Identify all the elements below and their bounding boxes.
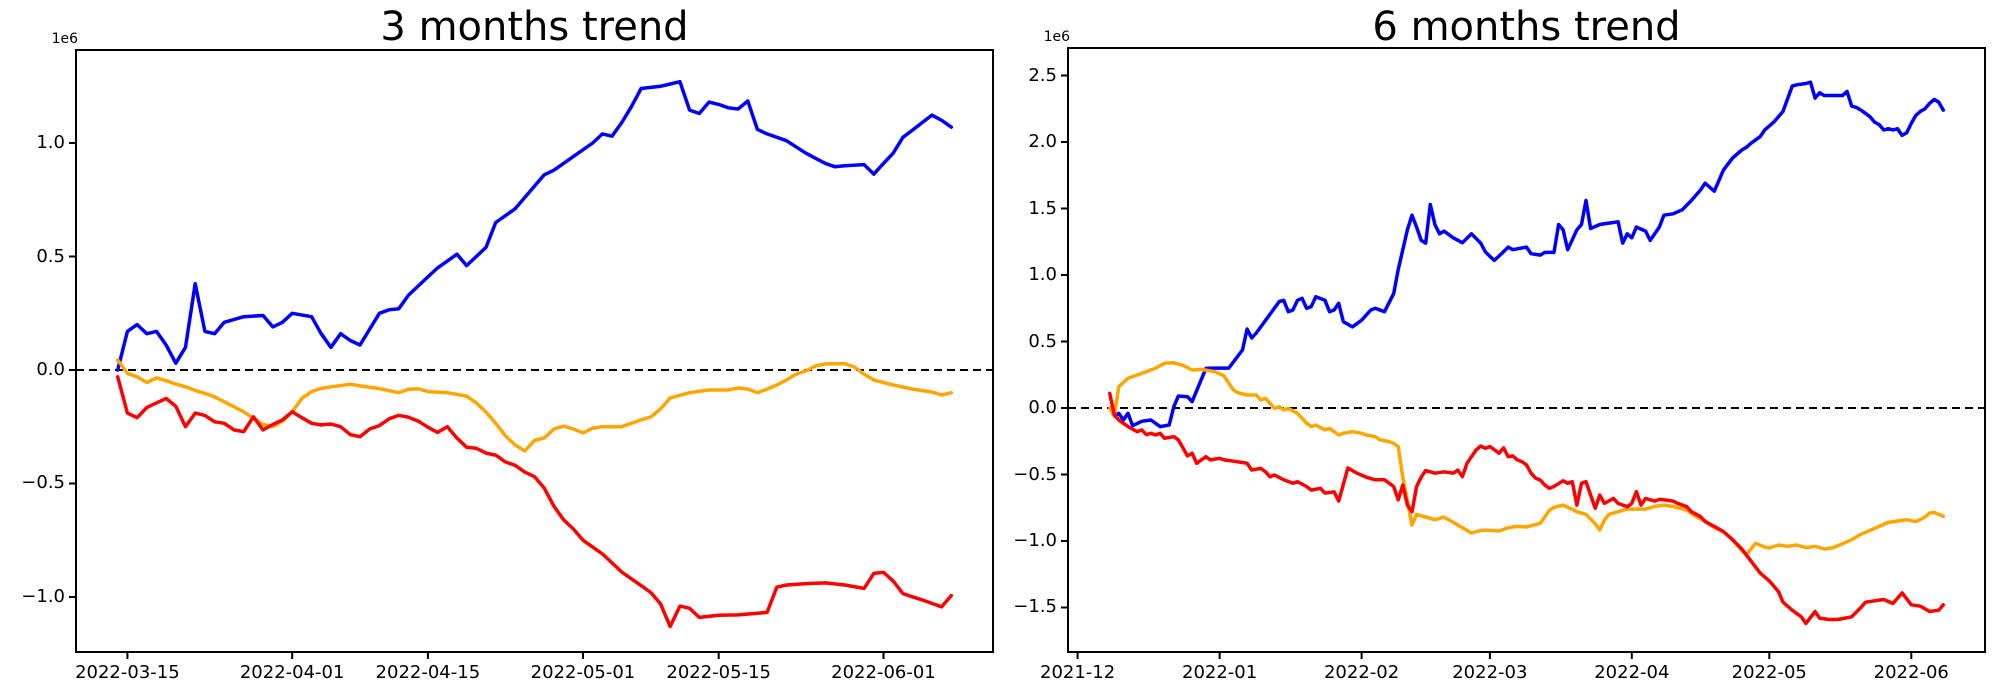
x-tick-label: 2022-06 <box>1873 662 1949 683</box>
y-tick-label: −1.0 <box>1013 529 1057 551</box>
y-tick-label: 0.0 <box>36 358 65 380</box>
series-line-orange <box>1107 361 1946 557</box>
y-axis-offset-label: 1e6 <box>1043 29 1070 45</box>
x-tick-label: 2022-05-15 <box>666 662 771 683</box>
x-tick-label: 2022-02 <box>1323 662 1400 683</box>
y-tick-label: 2.0 <box>1028 131 1057 152</box>
axes-spines <box>1067 47 1986 653</box>
x-tick-label: 2022-05-01 <box>530 662 636 683</box>
y-tick-label: 0.5 <box>36 245 65 267</box>
chart-title: 3 months trend <box>380 4 689 50</box>
series-line-blue <box>115 79 954 372</box>
plot-area <box>69 49 994 659</box>
x-tick-label: 2022-04 <box>1594 662 1670 683</box>
series-line-orange <box>115 358 954 453</box>
x-tick-label: 2022-04-15 <box>375 662 481 683</box>
x-tick-label: 2022-05 <box>1731 662 1807 683</box>
y-tick-label: 2.5 <box>1028 64 1057 86</box>
x-tick-label: 2022-06-01 <box>831 662 936 683</box>
x-tick-label: 2022-04-01 <box>239 662 345 683</box>
y-tick-label: 1.0 <box>1028 264 1057 285</box>
y-tick-label: 0.0 <box>1028 397 1057 418</box>
y-tick-label: −0.5 <box>1013 463 1057 485</box>
y-tick-label: 0.5 <box>1028 330 1057 352</box>
y-tick-label: −1.0 <box>21 585 65 607</box>
plot-area <box>1061 47 1986 659</box>
x-tick-label: 2021-12 <box>1040 662 1116 683</box>
series-line-blue <box>1107 80 1946 429</box>
y-axis-offset-label: 1e6 <box>51 31 78 47</box>
y-tick-label: 1.5 <box>1028 197 1057 219</box>
chart-title: 6 months trend <box>1372 4 1681 50</box>
x-tick-label: 2022-03-15 <box>75 662 180 683</box>
x-tick-label: 2022-03 <box>1452 662 1528 683</box>
y-tick-label: −1.5 <box>1013 596 1057 618</box>
series-line-red <box>1107 391 1946 626</box>
y-tick-label: −0.5 <box>21 472 65 494</box>
x-tick-label: 2022-01 <box>1182 662 1258 683</box>
axes-spines <box>75 49 994 653</box>
y-tick-label: 1.0 <box>36 132 65 153</box>
series-line-red <box>115 375 954 629</box>
